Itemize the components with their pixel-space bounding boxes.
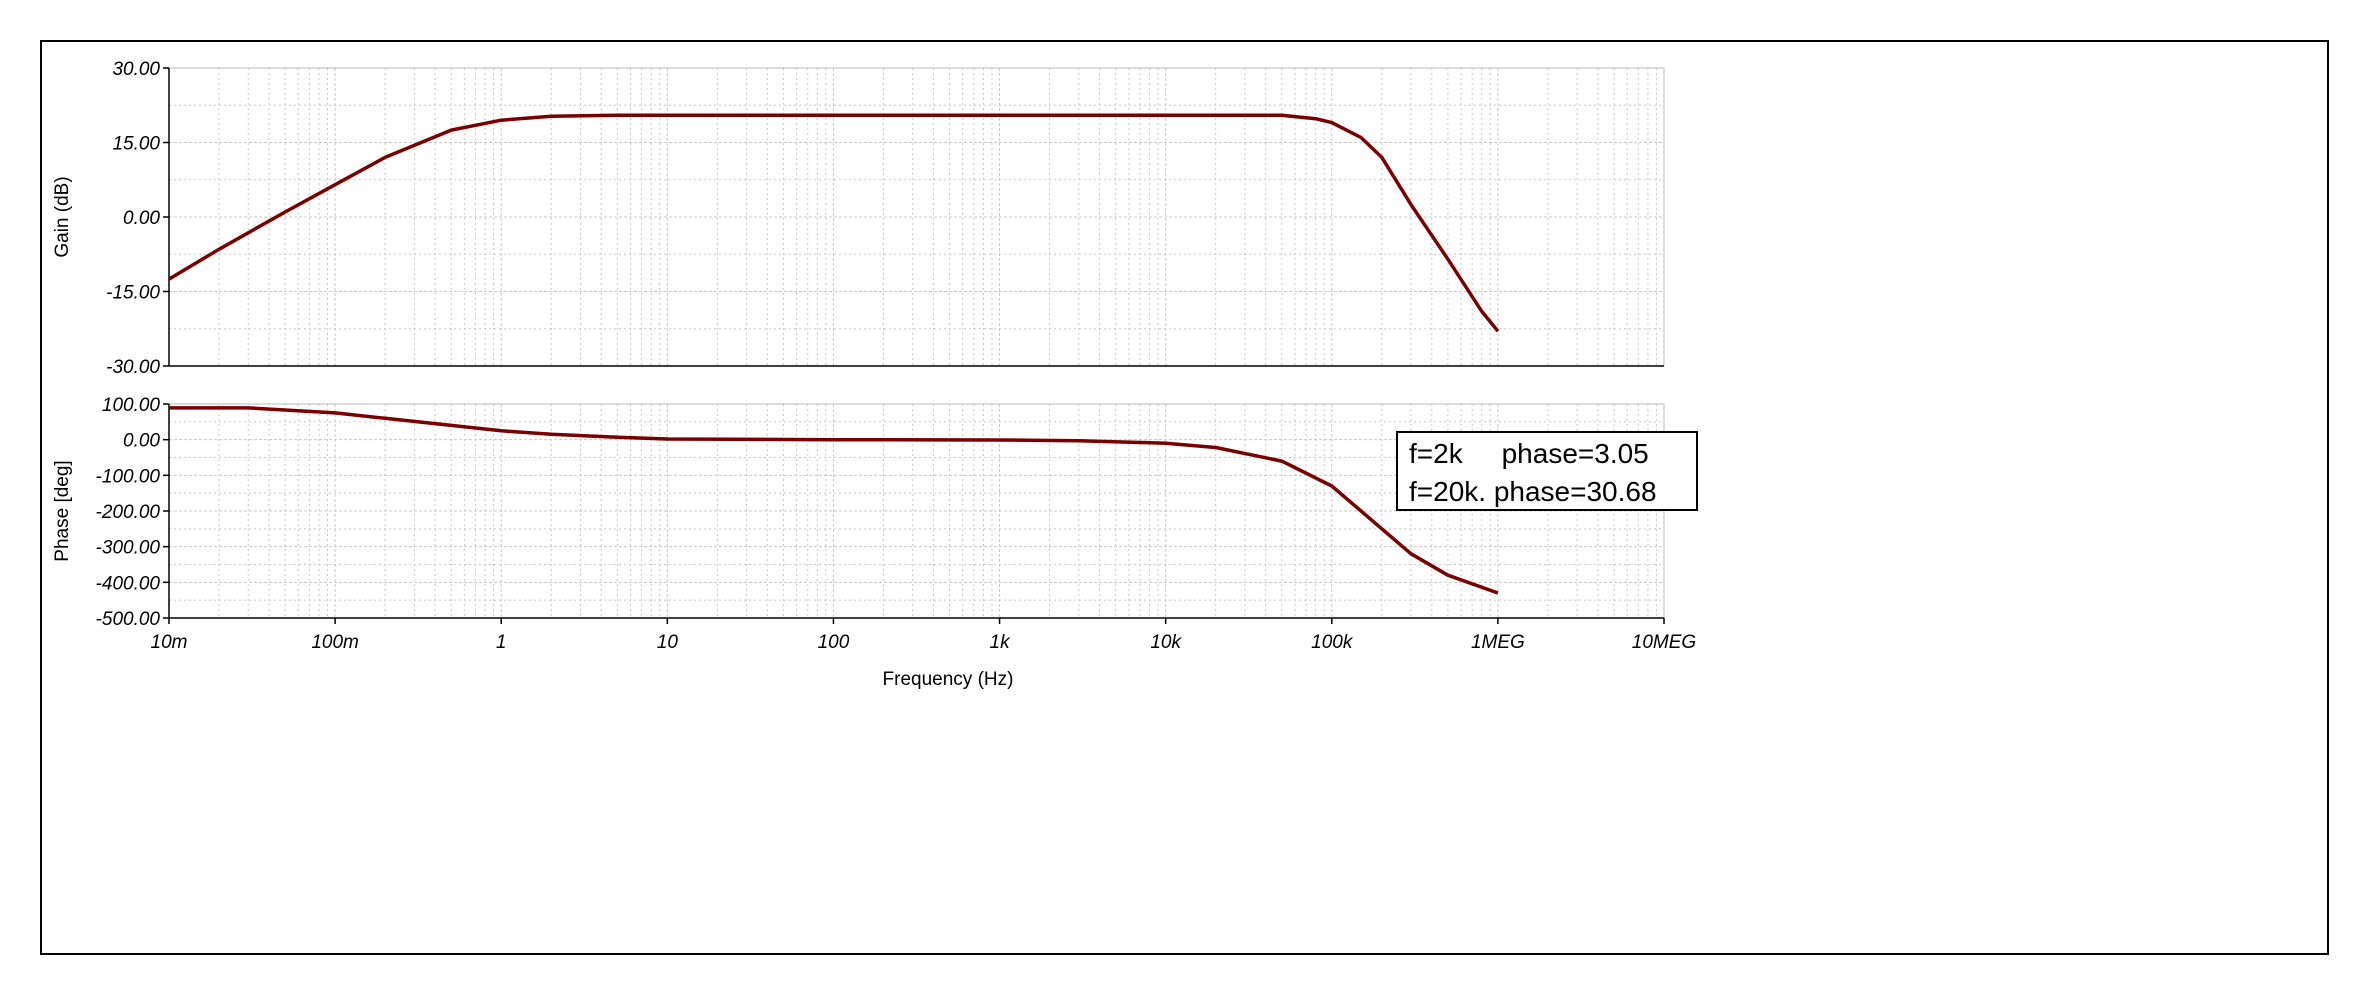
gain-series-line: [168, 113, 1500, 333]
phase-y-tick-label: -200.00: [96, 502, 161, 523]
x-tick-label: 10m: [151, 632, 188, 653]
x-tick-label: 1: [496, 632, 507, 653]
phase-y-tick-label: -400.00: [96, 573, 161, 594]
annotation-line-1: f=2k phase=3.05: [1409, 438, 1649, 469]
gain-y-tick-label: 0.00: [123, 208, 160, 229]
phase-y-tick-label: -100.00: [96, 466, 161, 487]
phase-y-tick-label: -500.00: [96, 609, 161, 630]
gain-grid: [168, 67, 1664, 366]
x-tick-label: 10k: [1150, 632, 1182, 653]
gain-y-ticks: 30.00 15.00 0.00 -15.00 -30.00: [106, 59, 169, 378]
phase-series-line: [169, 406, 1499, 595]
gain-y-tick-label: -30.00: [106, 357, 160, 378]
x-tick-label: 100m: [311, 632, 359, 653]
x-ticks: 10m 100m 1 10 100 1k 10k 100k 1MEG 10MEG: [151, 618, 1696, 653]
x-tick-label: 1MEG: [1471, 632, 1525, 653]
phase-y-tick-label: 100.00: [102, 395, 161, 416]
x-tick-label: 100: [818, 632, 850, 653]
gain-axis-title: Gain (dB): [52, 176, 73, 257]
x-tick-label: 100k: [1311, 632, 1354, 653]
annotation-line-2: f=20k. phase=30.68: [1409, 476, 1657, 507]
x-tick-label: 10MEG: [1632, 632, 1696, 653]
measurement-annotation: f=2k phase=3.05 f=20k. phase=30.68: [1396, 431, 1698, 511]
x-axis-title: Frequency (Hz): [883, 669, 1014, 690]
phase-y-tick-label: 0.00: [123, 431, 160, 452]
x-tick-label: 10: [657, 632, 679, 653]
plot-frame: [40, 40, 2329, 955]
phase-y-ticks: 100.00 0.00 -100.00 -200.00 -300.00 -400.00 -5…: [96, 395, 169, 630]
phase-axis-title: Phase [deg]: [52, 460, 73, 561]
gain-y-tick-label: -15.00: [106, 283, 160, 304]
gain-y-tick-label: 30.00: [112, 59, 160, 80]
phase-y-tick-label: -300.00: [96, 538, 161, 559]
x-tick-label: 1k: [990, 632, 1012, 653]
gain-y-tick-label: 15.00: [112, 134, 160, 155]
